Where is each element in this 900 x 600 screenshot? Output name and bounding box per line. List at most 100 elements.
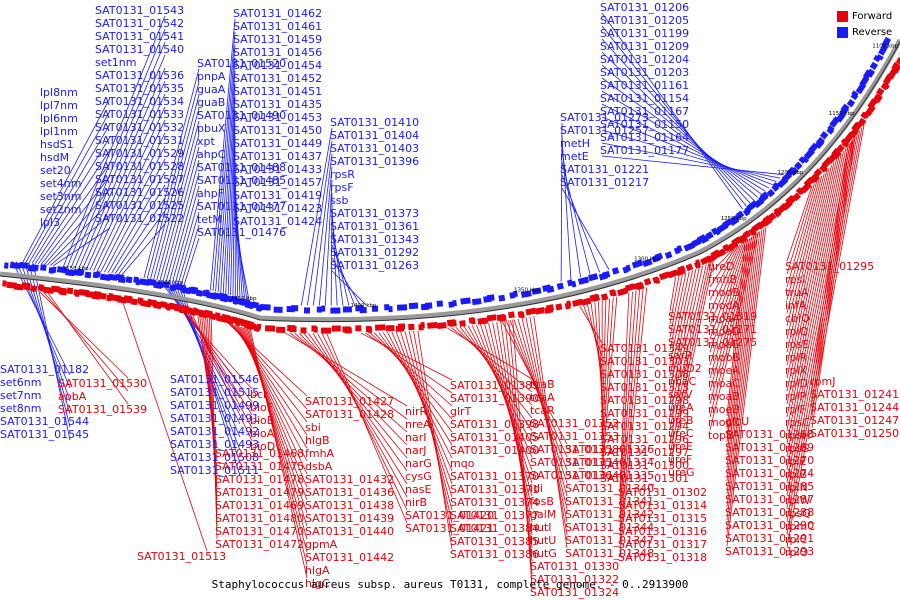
forward-leader-line [709, 242, 745, 340]
reverse-leader-line [331, 218, 344, 306]
reverse-gene-label: SAT0131_01273 [560, 111, 649, 124]
forward-leader-line [308, 333, 408, 472]
forward-gene [600, 293, 609, 301]
forward-gene [792, 192, 801, 201]
forward-leader-line [786, 180, 818, 288]
reverse-leader-line [561, 174, 601, 273]
reverse-gene-label: SAT0131_01204 [600, 53, 689, 66]
reverse-gene [321, 305, 326, 312]
forward-gene [374, 324, 386, 331]
reverse-leader-line [330, 192, 333, 306]
reverse-gene-label: SAT0131_01457 [233, 176, 322, 189]
reverse-leader-line [62, 15, 166, 267]
forward-gene [591, 294, 601, 302]
forward-gene-label: moaA [708, 312, 740, 325]
reverse-gene-label: SAT0131_01203 [600, 66, 689, 79]
reverse-leader-line [28, 123, 111, 264]
reverse-gene [642, 258, 653, 268]
forward-gene-label: SAT0131_01358 [530, 443, 619, 456]
forward-gene-label: SAT0131_01377 [450, 509, 539, 522]
reverse-leader-line [601, 38, 751, 204]
reverse-gene-label: SAT0131_01167 [600, 105, 689, 118]
forward-gene-label: rplF [785, 403, 806, 416]
forward-gene-label: tcaB [530, 378, 555, 391]
forward-leader-lines [39, 124, 865, 588]
reverse-gene [611, 267, 620, 275]
reverse-gene [664, 251, 673, 259]
reverse-gene-label: SAT0131_01449 [233, 137, 322, 150]
reverse-gene [330, 307, 341, 314]
reverse-gene [195, 289, 203, 297]
reverse-gene-label: hsdM [40, 151, 69, 164]
forward-leader-line [709, 243, 743, 327]
reverse-leader-line [215, 44, 236, 292]
forward-gene-label: SAT0131_01318 [618, 551, 707, 564]
reverse-gene [65, 269, 75, 277]
forward-gene-label: SAT0131_01384 [450, 522, 539, 535]
forward-leader-line [326, 333, 408, 524]
forward-gene-label: infA [785, 299, 807, 312]
forward-leader-line [709, 245, 740, 314]
reverse-leader-line [561, 187, 610, 270]
forward-gene-label: rpsC [785, 416, 810, 429]
reverse-gene-label: SAT0131_01520 [197, 57, 286, 70]
reverse-gene [840, 103, 850, 113]
forward-gene [876, 87, 885, 96]
reverse-gene [512, 290, 518, 298]
reverse-gene-label: SAT0131_01456 [233, 46, 322, 59]
reverse-gene-label: lpl1nm [40, 125, 78, 138]
forward-gene-label: hutU [530, 534, 556, 547]
forward-gene-label: cbiO [785, 312, 810, 325]
forward-gene-label: bioD [250, 440, 275, 453]
forward-leader-line [786, 183, 815, 275]
reverse-gene-label: SAT0131_01435 [233, 98, 322, 111]
forward-gene-label: SAT0131_01480 [215, 512, 304, 525]
reverse-gene [371, 305, 379, 312]
forward-gene [130, 298, 138, 306]
legend-reverse: Reverse [837, 24, 892, 40]
reverse-gene-label: SAT0131_01403 [330, 142, 419, 155]
reverse-gene [798, 156, 807, 164]
forward-gene-label: modA [708, 299, 740, 312]
genome-backbone [0, 38, 900, 323]
reverse-leader-line [85, 93, 166, 270]
forward-leader-line [246, 328, 308, 553]
forward-gene-label: SAT0131_01475 [215, 460, 304, 473]
forward-gene [677, 265, 686, 274]
forward-leader-line [369, 332, 453, 407]
forward-gene-label: sarV [668, 388, 693, 401]
reverse-gene-label: set4nm [40, 177, 82, 190]
reverse-gene [866, 68, 876, 78]
reverse-gene-label: SAT0131_01462 [233, 7, 322, 20]
forward-leader-line [583, 305, 603, 357]
forward-gene [694, 259, 701, 267]
reverse-gene-label: SAT0131_01490 [197, 109, 286, 122]
forward-gene-label: SAT0131_01285 [725, 480, 814, 493]
forward-gene-label: SAT0131_01340 [565, 482, 654, 495]
reverse-gene-label: metH [560, 137, 590, 150]
reverse-gene-label: SAT0131_01423 [233, 202, 322, 215]
forward-gene-label: SAT0131_01344 [565, 521, 654, 534]
forward-gene-label: SAT0131_01287 [725, 493, 814, 506]
forward-gene-label: dsbA [305, 460, 333, 473]
forward-leader-line [786, 167, 830, 353]
forward-gene-label: SAT0131_01513 [137, 550, 226, 563]
forward-gene [437, 322, 447, 329]
forward-gene [427, 321, 438, 329]
forward-leader-line [210, 319, 218, 540]
forward-gene-label: SAT0131_01469 [215, 499, 304, 512]
forward-gene [891, 62, 900, 72]
reverse-gene [155, 281, 164, 289]
forward-gene-label: SAT0131_01478 [215, 473, 304, 486]
forward-leader-line [408, 331, 453, 524]
forward-leader-line [601, 296, 618, 474]
reverse-leader-line [601, 155, 784, 176]
forward-gene-label: moeB [708, 403, 740, 416]
forward-gene-label: SAT0131_01400 [450, 444, 539, 457]
forward-leader-line [726, 241, 746, 417]
reverse-gene-label: SAT0131_01205 [600, 14, 689, 27]
forward-gene-label: SAT0131_01269 [725, 441, 814, 454]
forward-leader-line [517, 318, 568, 497]
reverse-leader-line [318, 166, 333, 306]
reverse-gene-label: SAT0131_01499 [170, 399, 259, 412]
